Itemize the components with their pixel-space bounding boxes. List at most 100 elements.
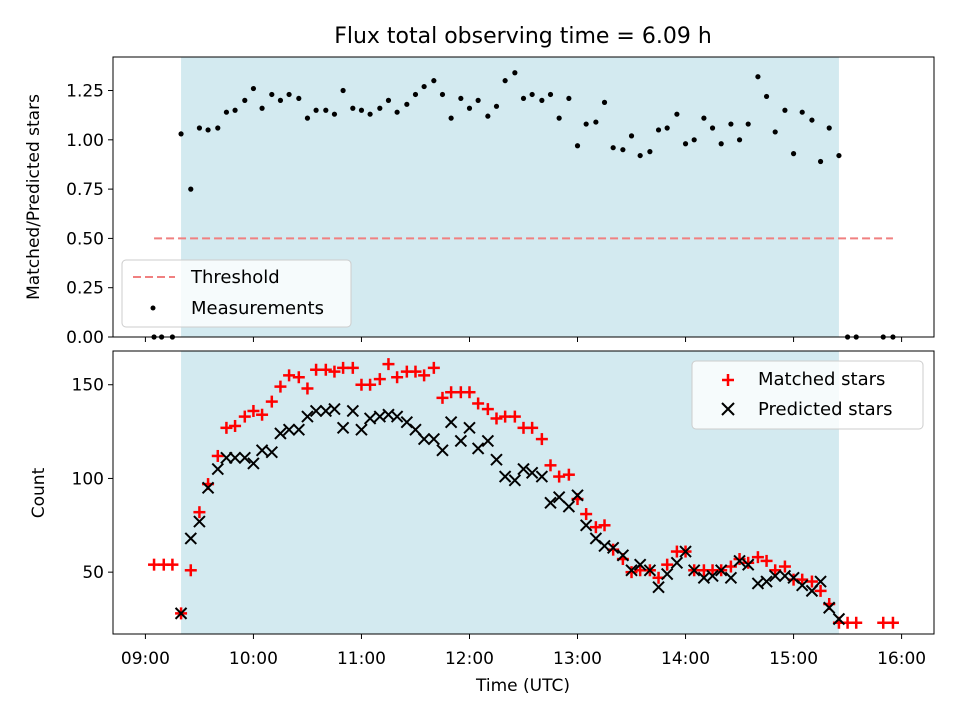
matched-star-point: [292, 371, 305, 384]
measurement-point: [242, 97, 248, 103]
measurement-point: [637, 152, 643, 159]
measurement-point: [178, 131, 184, 137]
measurement-point: [340, 87, 346, 94]
legend-matched-swatch: [722, 374, 734, 386]
x-tick-label: 15:00: [769, 649, 818, 669]
measurement-point: [466, 105, 473, 111]
measurement-point: [529, 91, 535, 98]
measurement-point: [313, 107, 319, 113]
measurement-point: [772, 129, 778, 135]
measurement-point: [431, 78, 437, 84]
y-tick-label: 0.00: [66, 328, 104, 348]
legend-predicted-label: Predicted stars: [758, 399, 892, 420]
measurement-point: [196, 125, 203, 131]
predicted-star-point: [633, 558, 647, 571]
measurement-point: [763, 93, 770, 100]
measurement-point: [485, 113, 491, 119]
matched-star-point: [409, 365, 422, 378]
predicted-star-point: [201, 481, 215, 495]
matched-star-point: [796, 573, 809, 586]
measurement-point: [259, 105, 265, 111]
measurement-point: [736, 137, 743, 143]
measurement-point: [539, 97, 545, 103]
measurement-point: [718, 141, 724, 147]
predicted-star-point: [282, 423, 296, 436]
matched-star-point: [247, 404, 260, 417]
measurement-point: [277, 97, 284, 103]
predicted-star-point: [193, 515, 206, 528]
legend-measurements-swatch: [150, 305, 156, 311]
measurement-point: [502, 78, 508, 84]
measurement-point: [593, 119, 599, 125]
measurement-points: [151, 70, 896, 340]
predicted-star-point: [498, 470, 512, 483]
predicted-star-point: [517, 462, 530, 476]
predicted-star-point: [814, 575, 827, 588]
predicted-star-point: [174, 607, 188, 620]
measurement-point: [439, 91, 446, 98]
matched-star-point: [346, 361, 359, 374]
predicted-star-point: [417, 432, 431, 446]
measurement-point: [296, 95, 302, 102]
measurement-point: [394, 109, 400, 115]
predicted-star-point: [796, 579, 809, 592]
measurement-point: [809, 117, 815, 123]
measurement-point: [728, 121, 734, 127]
matched-star-point: [382, 358, 395, 371]
matched-star-point: [472, 397, 485, 410]
measurement-point: [682, 141, 689, 147]
matched-star-point: [391, 371, 404, 384]
predicted-star-point: [552, 490, 566, 504]
predicted-star-point: [643, 564, 657, 577]
predicted-star-point: [265, 445, 279, 459]
matched-star-point: [193, 506, 206, 519]
predicted-star-point: [471, 442, 485, 455]
predicted-star-point: [309, 404, 323, 418]
x-tick-label: 14:00: [661, 649, 710, 669]
predicted-star-point: [660, 567, 674, 581]
bottom-x-ticks: 09:00 10:00 11:00 12:00 13:00 14:00 15:00 16:00: [121, 634, 926, 669]
bottom-y-ticks: 50 100 150: [72, 376, 113, 583]
predicted-star-point: [292, 423, 306, 436]
measurement-point: [628, 133, 635, 139]
y-tick-label: 0.25: [66, 279, 104, 299]
matched-star-point: [490, 412, 503, 425]
measurement-point: [493, 103, 500, 109]
y-tick-label: 0.75: [66, 180, 104, 200]
predicted-star-point: [390, 410, 404, 423]
matched-star-point: [769, 564, 782, 577]
matched-star-point: [625, 566, 638, 579]
measurement-point: [304, 115, 311, 121]
predicted-star-point: [444, 416, 458, 429]
predicted-star-point: [328, 402, 341, 416]
measurement-point: [620, 147, 626, 153]
measurement-point: [790, 151, 797, 157]
bottom-legend: Matched stars Predicted stars: [691, 360, 924, 430]
predicted-star-point: [670, 556, 684, 569]
measurement-point: [223, 109, 230, 115]
measurement-point: [448, 115, 454, 121]
x-tick-label: 10:00: [229, 649, 278, 669]
measurement-point: [188, 186, 194, 192]
matched-star-point: [850, 616, 863, 629]
matched-star-point: [220, 421, 233, 434]
measurement-point: [574, 143, 581, 149]
legend-predicted-swatch: [721, 402, 735, 416]
predicted-star-point: [274, 427, 287, 440]
predicted-star-point: [768, 569, 782, 583]
top-y-ticks: 0.00 0.25 0.50 0.75 1.00 1.25: [66, 82, 113, 348]
chart-title: Flux total observing time = 6.09 h: [334, 24, 712, 49]
predicted-star-point: [741, 558, 755, 571]
predicted-star-point: [733, 554, 746, 568]
predicted-star-point: [616, 549, 630, 562]
predicted-star-point: [652, 580, 665, 594]
top-axes-frame: [112, 56, 935, 338]
measurement-point: [701, 115, 707, 121]
measurement-point: [205, 127, 211, 133]
measurement-point: [458, 95, 464, 102]
measurement-point: [691, 137, 697, 143]
predicted-star-point: [238, 451, 251, 465]
predicted-star-point: [714, 564, 728, 577]
bottom-panel: 50 100 150 09:00 10:00 11:00 12:00 13:00 14:00 1…: [29, 350, 935, 696]
measurement-point: [323, 107, 329, 113]
